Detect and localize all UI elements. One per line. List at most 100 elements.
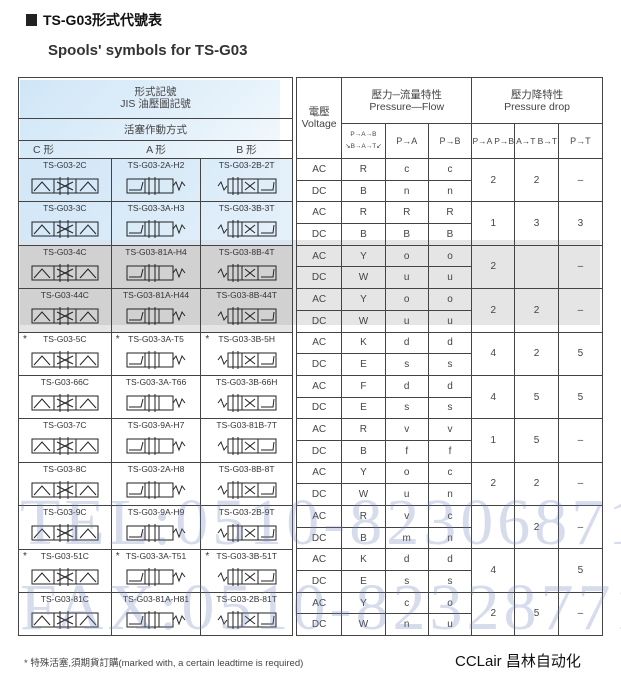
- spool-row: TS-G03-44C TS-G03-81A-H44 TS-G03-8B-44T: [18, 288, 293, 333]
- flow-cell: d: [427, 548, 473, 572]
- flow-cell: c: [427, 505, 473, 528]
- pressure-drop-cell: 5: [514, 374, 559, 420]
- spool-model-label: TS-G03-8B-4T: [218, 246, 275, 257]
- spool-cell-b: TS-G03-8B-4T: [200, 244, 293, 290]
- flow-cell: R: [341, 505, 386, 528]
- spool-symbol-icon: [31, 177, 99, 195]
- spool-model-label: TS-G03-2B-81T: [216, 593, 277, 604]
- star-mark: *: [23, 333, 27, 345]
- flow-cell: u: [384, 266, 429, 290]
- pressure-drop-cell: 2: [514, 288, 559, 333]
- spool-symbol-icon: [126, 177, 186, 195]
- spool-cell-a: TS-G03-81A-H44: [110, 288, 202, 333]
- spool-cell-a: TS-G03-2A-H8: [110, 461, 202, 507]
- spool-cell-b: TS-G03-3B-66H: [200, 374, 293, 420]
- voltage-row-dc: DC B B B: [295, 223, 603, 246]
- voltage-cell: AC: [295, 591, 343, 615]
- flow-cell: d: [427, 374, 473, 398]
- spool-model-label: TS-G03-5C: [43, 333, 87, 344]
- spool-model-label: TS-G03-7C: [43, 420, 87, 431]
- flow-cell: n: [384, 613, 429, 637]
- spool-model-label: TS-G03-3A-H3: [127, 203, 185, 214]
- pressure-drop-cell: –: [557, 461, 604, 507]
- spool-row: * TS-G03-51C * TS-G03-3A-T51 * TS-G03-3B-51T: [18, 548, 293, 593]
- flow-cell: Y: [341, 591, 386, 615]
- spool-symbol-icon: [126, 480, 186, 499]
- pressure-drop-cell: –: [557, 157, 604, 203]
- spool-symbol-icon: [217, 480, 277, 499]
- pressure-drop-cell: 2: [471, 591, 516, 637]
- flow-cell: B: [384, 223, 429, 246]
- voltage-cell: AC: [295, 244, 343, 268]
- col-pb: P→B: [427, 123, 473, 159]
- spool-cell-c: TS-G03-8C: [18, 461, 112, 507]
- flow-cell: Y: [341, 288, 386, 311]
- spool-symbol-icon: [217, 177, 277, 195]
- flow-cell: B: [341, 223, 386, 246]
- star-mark: *: [205, 333, 210, 345]
- spool-cell-b: * TS-G03-3B-51T: [200, 548, 293, 593]
- spool-cell-a: TS-G03-3A-H3: [110, 201, 202, 246]
- spool-cell-c: TS-G03-44C: [18, 288, 112, 333]
- voltage-cell: DC: [295, 309, 343, 333]
- spool-model-label: TS-G03-81A-H44: [122, 290, 190, 301]
- spool-symbol-icon: [31, 350, 99, 369]
- spool-cell-b: TS-G03-2B-9T: [200, 505, 293, 550]
- actuation-header: 活塞作動方式: [18, 118, 293, 141]
- flow-cell: c: [384, 158, 429, 181]
- pressure-drop-cell: 5: [557, 331, 604, 376]
- flow-cell: s: [384, 396, 429, 420]
- pressure-drop-cell: 2: [471, 288, 516, 333]
- flow-cell: u: [384, 309, 429, 333]
- spool-cell-b: TS-G03-81B-7T: [200, 418, 293, 463]
- spool-model-label: TS-G03-8B-8T: [218, 463, 275, 474]
- flow-cell: W: [341, 309, 386, 333]
- flow-cell: B: [341, 526, 386, 550]
- type-b-header: B 形: [200, 140, 293, 159]
- col-pa: P→A: [384, 123, 429, 159]
- col-pab: P→A→B ↘B→A→T↙: [341, 123, 386, 159]
- spool-model-label: TS-G03-3A-T66: [125, 376, 187, 387]
- header-line2: JIS 油壓圖記號: [120, 98, 191, 110]
- spool-row: TS-G03-2C TS-G03-2A-H2 TS-G03-2B-2T: [18, 157, 293, 203]
- spool-row: * TS-G03-5C * TS-G03-3A-T5 * TS-G03-3B-5H: [18, 331, 293, 376]
- flow-cell: o: [427, 591, 473, 615]
- spool-symbol-icon: [126, 307, 186, 326]
- pressure-drop-cell: 2: [514, 157, 559, 203]
- spool-model-label: TS-G03-66C: [40, 376, 89, 387]
- spool-cell-b: TS-G03-2B-2T: [200, 157, 293, 203]
- spool-symbol-icon: [31, 307, 99, 326]
- voltage-cell: DC: [295, 570, 343, 593]
- spool-symbol-icon: [31, 524, 99, 543]
- flow-cell: m: [384, 526, 429, 550]
- voltage-cell: DC: [295, 223, 343, 246]
- spool-cell-b: * TS-G03-3B-5H: [200, 331, 293, 376]
- spool-row: TS-G03-8C TS-G03-2A-H8 TS-G03-8B-8T: [18, 461, 293, 507]
- flow-cell: s: [384, 353, 429, 376]
- spool-cell-c: TS-G03-66C: [18, 374, 112, 420]
- spool-row: TS-G03-81C TS-G03-81A-H81 TS-G03-2B-81T: [18, 591, 293, 637]
- star-mark: *: [115, 550, 120, 562]
- spool-model-label: TS-G03-3A-T5: [128, 333, 184, 344]
- spool-cell-c: * TS-G03-5C: [18, 331, 112, 376]
- spool-model-label: TS-G03-81B-7T: [216, 420, 277, 431]
- flow-cell: s: [427, 353, 473, 376]
- spool-cell-c: TS-G03-2C: [18, 157, 112, 203]
- spool-cell-b: TS-G03-8B-44T: [200, 288, 293, 333]
- spool-cell-c: TS-G03-3C: [18, 201, 112, 246]
- flow-cell: W: [341, 483, 386, 506]
- spool-row: TS-G03-7C TS-G03-9A-H7 TS-G03-81B-7T: [18, 418, 293, 463]
- voltage-cell: AC: [295, 418, 343, 441]
- spool-row: TS-G03-9C TS-G03-9A-H9 TS-G03-2B-9T: [18, 505, 293, 550]
- pressure-flow-header: 壓力─流量特性 Pressure—Flow: [341, 77, 473, 124]
- voltage-cell: AC: [295, 331, 343, 355]
- spool-model-label: TS-G03-81A-H4: [125, 246, 187, 257]
